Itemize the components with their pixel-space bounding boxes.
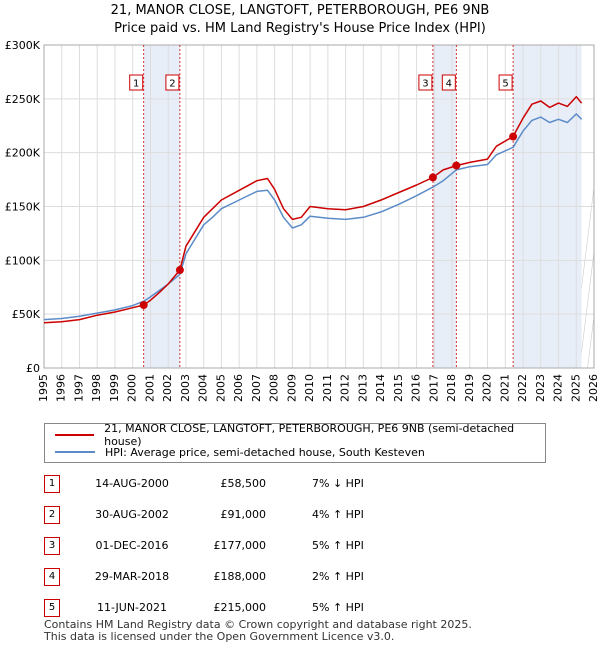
x-tick-label: 2024 [552, 374, 565, 402]
legend-swatch-hpi [55, 451, 95, 453]
sale-number-label: 1 [133, 79, 139, 90]
x-tick-label: 2005 [214, 374, 227, 402]
price-chart: £0 £50K £100K £150K £200K £250K £300K 1995 1996 1… [5, 39, 600, 402]
transaction-price: £91,000 [220, 508, 267, 521]
x-tick-label: 2008 [268, 374, 281, 402]
sale-point [509, 132, 518, 141]
legend-item-hpi: HPI: Average price, semi-detached house,… [55, 444, 425, 460]
sale-number-box [498, 74, 513, 91]
sale-point [452, 161, 461, 170]
x-tick-label: 2018 [445, 374, 458, 402]
x-tick-label: 2003 [179, 374, 192, 402]
sale-point [175, 266, 184, 275]
transaction-number-badge: 4 [44, 568, 60, 586]
x-tick-label: 2026 [587, 374, 600, 402]
x-tick-label: 1996 [55, 374, 68, 402]
footer-line-licence: This data is licensed under the Open Gov… [44, 630, 395, 643]
transaction-date: 30-AUG-2002 [95, 508, 169, 521]
x-tick-label: 2019 [463, 374, 476, 402]
transaction-number-badge: 3 [44, 537, 60, 555]
transaction-price: £215,000 [213, 601, 267, 614]
transaction-hpi: 2% ↑ HPI [312, 570, 364, 583]
hpi-line [43, 113, 583, 321]
x-tick-label: 1999 [108, 374, 121, 402]
transaction-date: 11-JUN-2021 [96, 601, 168, 614]
chart-subtitle: Price paid vs. HM Land Registry's House … [114, 21, 486, 36]
y-tick-label: £100K [5, 254, 41, 267]
sale-number-label: 3 [422, 79, 428, 90]
sale-number-box [129, 74, 144, 91]
y-tick-label: £300K [5, 39, 41, 52]
footer-attribution: Contains HM Land Registry data © Crown c… [44, 619, 472, 643]
sale-number-label: 4 [446, 79, 452, 90]
y-tick-label: £0 [26, 362, 40, 375]
legend-label-property: 21, MANOR CLOSE, LANGTOFT, PETERBOROUGH,… [104, 422, 515, 448]
x-tick-label: 2000 [126, 374, 139, 402]
transaction-number-badge: 5 [44, 599, 60, 617]
chart-legend: 21, MANOR CLOSE, LANGTOFT, PETERBOROUGH,… [44, 422, 546, 463]
x-tick-label: 2013 [356, 374, 369, 402]
y-tick-label: £150K [5, 201, 41, 214]
x-tick-label: 2025 [569, 374, 582, 402]
sale-number-box [165, 74, 180, 91]
sale-point [139, 301, 148, 310]
x-tick-label: 2023 [534, 374, 547, 402]
table-row: 5 11-JUN-2021 £215,000 5% ↑ HPI [44, 599, 564, 619]
table-row: 3 01-DEC-2016 £177,000 5% ↑ HPI [44, 537, 564, 557]
table-row: 1 14-AUG-2000 £58,500 7% ↓ HPI [44, 475, 564, 495]
x-tick-label: 2021 [498, 374, 511, 402]
transaction-date: 14-AUG-2000 [95, 477, 169, 490]
x-tick-label: 1998 [90, 374, 103, 402]
x-tick-label: 1997 [72, 374, 85, 402]
y-tick-label: £200K [5, 147, 41, 160]
x-tick-label: 2020 [481, 374, 494, 402]
transaction-number-badge: 2 [44, 506, 60, 524]
x-tick-label: 2010 [303, 374, 316, 402]
sale-number-label: 5 [502, 79, 508, 90]
x-tick-label: 2017 [427, 374, 440, 402]
legend-item-property: 21, MANOR CLOSE, LANGTOFT, PETERBOROUGH,… [55, 422, 545, 448]
sale-number-label: 2 [169, 79, 175, 90]
future-hatch-line [596, 45, 600, 368]
transaction-hpi: 5% ↑ HPI [312, 539, 364, 552]
x-tick-label: 2011 [321, 374, 334, 402]
transaction-hpi: 4% ↑ HPI [312, 508, 364, 521]
footer-line-copyright: Contains HM Land Registry data © Crown c… [44, 618, 472, 631]
x-tick-label: 2016 [410, 374, 423, 402]
transaction-price: £188,000 [213, 570, 267, 583]
transaction-date: 01-DEC-2016 [95, 539, 169, 552]
x-tick-label: 2004 [197, 374, 210, 402]
x-tick-label: 2002 [161, 374, 174, 402]
legend-swatch-property [55, 434, 95, 436]
transaction-hpi: 7% ↓ HPI [312, 477, 364, 490]
transaction-hpi: 5% ↑ HPI [312, 601, 364, 614]
sale-point [428, 173, 437, 182]
x-tick-label: 2006 [232, 374, 245, 402]
x-tick-label: 2001 [143, 374, 156, 402]
transaction-price: £177,000 [213, 539, 267, 552]
transaction-price: £58,500 [220, 477, 267, 490]
y-tick-label: £50K [12, 308, 41, 321]
x-tick-label: 1995 [37, 374, 50, 402]
table-row: 2 30-AUG-2002 £91,000 4% ↑ HPI [44, 506, 564, 526]
y-tick-label: £250K [5, 93, 41, 106]
chart-title: 21, MANOR CLOSE, LANGTOFT, PETERBOROUGH,… [110, 3, 490, 18]
x-tick-label: 2015 [392, 374, 405, 402]
x-tick-label: 2012 [339, 374, 352, 402]
x-tick-label: 2022 [516, 374, 529, 402]
transaction-date: 29-MAR-2018 [94, 570, 170, 583]
table-row: 4 29-MAR-2018 £188,000 2% ↑ HPI [44, 568, 564, 588]
x-tick-label: 2014 [374, 374, 387, 402]
x-tick-label: 2009 [285, 374, 298, 402]
legend-label-hpi: HPI: Average price, semi-detached house,… [105, 445, 425, 459]
plot-border [43, 44, 595, 369]
x-tick-label: 2007 [250, 374, 263, 402]
sale-number-box [441, 74, 456, 91]
property-price-line [43, 95, 583, 324]
sale-number-box [418, 74, 433, 91]
transaction-number-badge: 1 [44, 475, 60, 493]
